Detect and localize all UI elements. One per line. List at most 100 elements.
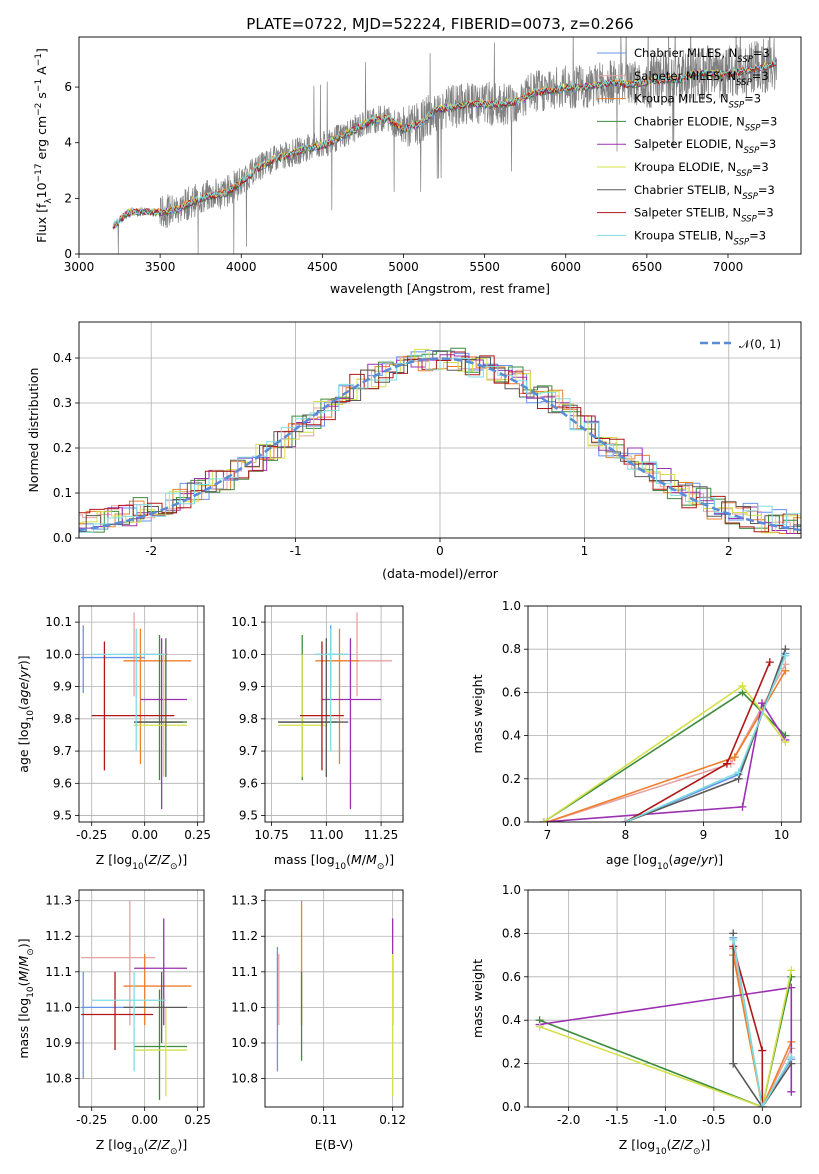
x-tick-label: 7 (544, 828, 552, 842)
model-line-8 (112, 59, 777, 226)
x-tick-label: 10.75 (254, 828, 288, 842)
normal-curve (79, 357, 801, 532)
x-axis-label: Z [log10(Z/Z⊙)] (96, 1137, 188, 1157)
x-tick-label: 4500 (307, 260, 338, 274)
y-tick-label: 1.0 (502, 599, 521, 613)
x-tick-label: 0 (436, 544, 444, 558)
x-tick-label: 0.25 (184, 828, 211, 842)
mass-weight-vs-z-panel: -2.0 -1.5 -1.0 -0.5 0.0 0.0 0.2 0.4 0.6 0.8 1.0 Z [… (470, 883, 802, 1157)
spectrum-panel: 3000 3500 4000 4500 5000 5500 6000 6500 7000 0 2 4 6… (34, 36, 802, 296)
x-tick-label: 0.0 (753, 1113, 772, 1127)
y-tick-label: 9.5 (53, 809, 72, 823)
series-line-0 (625, 653, 787, 822)
x-tick-label: -2 (145, 544, 157, 558)
y-axis-label: age [log10(age/yr)] (16, 655, 36, 772)
series-marker (758, 699, 766, 708)
y-axis-label: Normed distribution (26, 368, 41, 493)
x-tick-label: 6500 (632, 260, 663, 274)
y-tick-label: 0.2 (53, 441, 72, 455)
y-tick-label: 0.4 (53, 351, 72, 365)
y-tick-label: 0.3 (53, 396, 72, 410)
y-axis-label: mass [log10(M/M⊙)] (16, 938, 36, 1058)
y-tick-label: 0.0 (502, 815, 521, 829)
series-marker (787, 966, 796, 975)
x-tick-label: 0.00 (131, 828, 158, 842)
y-tick-label: 6 (64, 80, 72, 94)
x-tick-label: -0.5 (702, 1113, 725, 1127)
x-tick-label: 0.25 (184, 1113, 211, 1127)
x-tick-label: 10 (774, 828, 789, 842)
y-tick-label: 0.8 (502, 642, 521, 656)
y-tick-label: 10.1 (231, 615, 258, 629)
series-marker (722, 759, 731, 768)
y-tick-label: 11.1 (231, 965, 258, 979)
y-tick-label: 11.0 (231, 1000, 258, 1014)
y-tick-label: 11.1 (45, 965, 72, 979)
x-tick-label: 0.11 (310, 1113, 337, 1127)
y-tick-label: 10.0 (231, 647, 258, 661)
axes-frame (78, 321, 802, 539)
x-axis-label: mass [log10(M/M⊙)] (274, 852, 394, 872)
axes-frame (78, 889, 205, 1108)
y-tick-label: 0.8 (502, 926, 521, 940)
series-marker (621, 818, 630, 822)
series-line-6 (732, 933, 792, 1107)
y-tick-label: 0.4 (502, 729, 521, 743)
y-tick-label: 9.8 (53, 712, 72, 726)
y-tick-label: 9.8 (239, 712, 258, 726)
y-tick-label: 0.1 (53, 486, 72, 500)
series-marker (535, 1022, 544, 1031)
y-tick-label: 0.6 (502, 970, 521, 984)
series-line-5 (543, 684, 787, 822)
histogram-5 (79, 348, 801, 534)
histogram-3 (79, 347, 801, 533)
series-marker (765, 658, 774, 667)
x-tick-label: 6000 (550, 260, 581, 274)
histogram-1 (79, 356, 801, 534)
series-marker (758, 1046, 767, 1055)
series-marker (730, 753, 739, 762)
x-tick-label: -0.25 (76, 828, 107, 842)
age-vs-mass-panel: 10.75 11.00 11.25 9.5 9.6 9.7 9.8 9.9 10.0 10.1 ma… (231, 605, 404, 872)
series-marker (787, 1087, 796, 1096)
x-tick-label: 8 (622, 828, 630, 842)
series-marker (738, 681, 747, 690)
axes-frame (264, 889, 404, 1108)
series-marker (734, 768, 743, 777)
y-tick-label: 11.3 (231, 894, 258, 908)
legend-label: 𝒩(0, 1) (739, 337, 781, 351)
figure-title: PLATE=0722, MJD=52224, FIBERID=0073, z=0… (246, 15, 633, 33)
series-line-5 (539, 970, 793, 1107)
y-tick-label: 10.9 (45, 1036, 72, 1050)
x-tick-label: 5500 (469, 260, 500, 274)
series-line-8 (732, 939, 792, 1107)
series-marker (738, 802, 747, 811)
y-tick-label: 11.3 (45, 894, 72, 908)
axes-frame (78, 605, 205, 823)
series-marker (781, 738, 790, 747)
legend-label: Salpeter MILES, NSSP=3 (634, 69, 769, 88)
y-tick-label: 10.1 (45, 615, 72, 629)
y-tick-label: 10.8 (45, 1072, 72, 1086)
series-marker (781, 666, 790, 675)
series-marker (758, 1103, 767, 1107)
x-tick-label: 5000 (388, 260, 419, 274)
y-tick-label: 0.2 (502, 1057, 521, 1071)
axes-frame (527, 605, 802, 823)
y-tick-label: 11.2 (231, 929, 258, 943)
mass-weight-vs-age-panel: 7 8 9 10 0.0 0.2 0.4 0.6 0.8 1.0 age [log10(age/yr… (470, 599, 802, 872)
y-tick-label: 11.0 (45, 1000, 72, 1014)
x-axis-label: Z [log10(Z/Z⊙)] (96, 852, 188, 872)
x-tick-label: 0.12 (379, 1113, 406, 1127)
legend-label: Chabrier STELIB, NSSP=3 (634, 183, 775, 202)
x-tick-label: 11.00 (309, 828, 343, 842)
legend-label: Kroupa ELODIE, NSSP=3 (634, 160, 769, 179)
x-tick-label: 2 (725, 544, 733, 558)
axes-frame (78, 36, 802, 255)
legend-label: Chabrier ELODIE, NSSP=3 (634, 114, 777, 133)
series-line-3 (539, 976, 793, 1107)
y-tick-label: 0 (64, 247, 72, 261)
axes-frame (264, 605, 404, 823)
x-tick-label: 1 (581, 544, 589, 558)
